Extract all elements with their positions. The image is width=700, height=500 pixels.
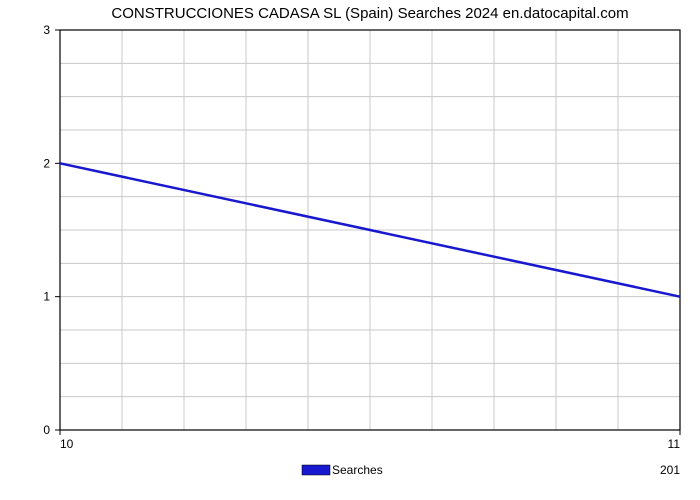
legend-swatch — [302, 465, 330, 475]
legend-label: Searches — [332, 463, 383, 477]
x-tick-label: 11 — [668, 437, 681, 451]
legend-note: 201 — [660, 463, 680, 477]
y-tick-label: 1 — [43, 290, 50, 304]
chart-title: CONSTRUCCIONES CADASA SL (Spain) Searche… — [111, 5, 628, 22]
chart-container: CONSTRUCCIONES CADASA SL (Spain) Searche… — [0, 0, 700, 500]
y-tick-label: 0 — [43, 423, 50, 437]
x-tick-label: 10 — [60, 437, 74, 451]
y-tick-label: 2 — [43, 156, 50, 170]
y-tick-label: 3 — [43, 23, 50, 37]
chart-svg: CONSTRUCCIONES CADASA SL (Spain) Searche… — [0, 0, 700, 500]
